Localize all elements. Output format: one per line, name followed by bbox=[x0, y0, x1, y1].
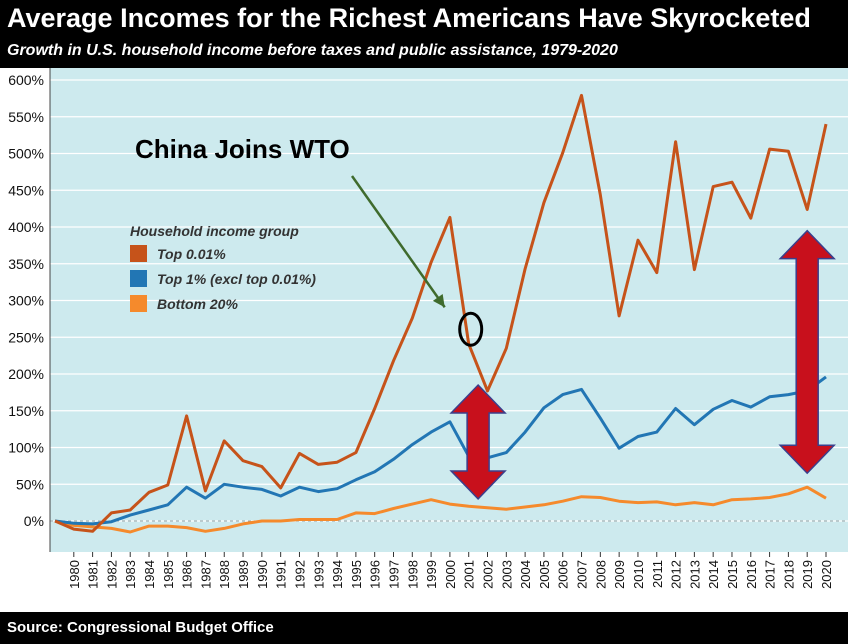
double-arrow-1 bbox=[778, 229, 836, 475]
y-tick-label: 200% bbox=[8, 366, 44, 382]
y-tick-label: 400% bbox=[8, 219, 44, 235]
x-tick-label: 1993 bbox=[311, 560, 326, 589]
x-tick-label: 2006 bbox=[556, 560, 571, 589]
x-tick-label: 2007 bbox=[575, 560, 590, 589]
x-tick-label: 2002 bbox=[481, 560, 496, 589]
chart-subtitle: Growth in U.S. household income before t… bbox=[7, 42, 618, 59]
y-tick-label: 600% bbox=[8, 72, 44, 88]
x-tick-label: 1997 bbox=[386, 560, 401, 589]
y-tick-label: 550% bbox=[8, 109, 44, 125]
series-line-1 bbox=[54, 375, 827, 526]
plot-background bbox=[50, 68, 848, 552]
legend-swatch-2 bbox=[130, 295, 147, 312]
legend-label-0: Top 0.01% bbox=[157, 246, 226, 262]
x-tick-label: 2020 bbox=[819, 560, 834, 589]
grid-lines bbox=[50, 79, 848, 522]
x-tick-label: 2018 bbox=[781, 560, 796, 589]
legend-swatch-0 bbox=[130, 245, 147, 262]
x-tick-label: 2001 bbox=[462, 560, 477, 589]
series-line-2 bbox=[54, 485, 827, 534]
x-tick-label: 2012 bbox=[669, 560, 684, 589]
x-tick-label: 1982 bbox=[104, 560, 119, 589]
x-tick-label: 1991 bbox=[274, 560, 289, 589]
x-tick-label: 1995 bbox=[349, 560, 364, 589]
annotation-circle bbox=[458, 311, 484, 347]
x-axis: 1980 1981 1982 1983 1984 1985 1986 1987 1988 1989… bbox=[49, 68, 834, 589]
annotation: China Joins WTO bbox=[135, 134, 484, 347]
x-tick-label: 2010 bbox=[631, 560, 646, 589]
legend: Household income group Top 0.01% Top 1% (e… bbox=[130, 223, 316, 312]
x-tick-label: 1981 bbox=[86, 560, 101, 589]
x-tick-label: 2019 bbox=[800, 560, 815, 589]
x-tick-label: 2017 bbox=[763, 560, 778, 589]
x-tick-label: 1984 bbox=[142, 560, 157, 589]
y-tick-label: 150% bbox=[8, 403, 44, 419]
y-tick-label: 250% bbox=[8, 329, 44, 345]
x-tick-label: 2003 bbox=[499, 560, 514, 589]
chart-footer: Source: Congressional Budget Office bbox=[0, 612, 848, 644]
x-tick-label: 2015 bbox=[725, 560, 740, 589]
x-tick-label: 2004 bbox=[518, 560, 533, 589]
y-tick-label: 0% bbox=[24, 513, 44, 529]
double-arrow-0 bbox=[449, 383, 507, 501]
legend-swatch-1 bbox=[130, 270, 147, 287]
series-lines bbox=[54, 93, 828, 534]
x-tick-label: 1996 bbox=[368, 560, 383, 589]
legend-title: Household income group bbox=[130, 223, 299, 239]
series-line-0 bbox=[54, 93, 828, 533]
annotation-arrow-head bbox=[432, 293, 445, 308]
y-axis: 0% 50% 100% 150% 200% 250% 300% 350% 400% 450% 500… bbox=[8, 72, 44, 529]
x-tick-label: 1988 bbox=[217, 560, 232, 589]
x-tick-label: 1994 bbox=[330, 560, 345, 589]
x-tick-label: 2014 bbox=[706, 560, 721, 589]
legend-label-2: Bottom 20% bbox=[157, 296, 238, 312]
x-tick-label: 2011 bbox=[650, 560, 665, 588]
x-tick-label: 1992 bbox=[292, 560, 307, 589]
y-tick-label: 50% bbox=[16, 476, 44, 492]
chart-title: Average Incomes for the Richest American… bbox=[7, 3, 811, 33]
legend-label-1: Top 1% (excl top 0.01%) bbox=[157, 271, 316, 287]
x-tick-label: 1999 bbox=[424, 560, 439, 589]
x-tick-label: 1989 bbox=[236, 560, 251, 589]
x-tick-label: 1987 bbox=[198, 560, 213, 589]
y-tick-label: 300% bbox=[8, 293, 44, 309]
x-tick-label: 1985 bbox=[161, 560, 176, 589]
x-tick-label: 1986 bbox=[180, 560, 195, 589]
x-tick-label: 2005 bbox=[537, 560, 552, 589]
x-tick-label: 1983 bbox=[123, 560, 138, 589]
y-tick-label: 450% bbox=[8, 182, 44, 198]
annotation-arrow-line bbox=[350, 175, 446, 308]
x-tick-label: 2013 bbox=[687, 560, 702, 589]
chart-header: Average Incomes for the Richest American… bbox=[0, 0, 848, 68]
source-note: Source: Congressional Budget Office bbox=[7, 619, 274, 636]
x-tick-label: 2016 bbox=[744, 560, 759, 589]
x-tick-label: 2000 bbox=[443, 560, 458, 589]
x-tick-label: 1980 bbox=[67, 560, 82, 589]
annotation-text: China Joins WTO bbox=[135, 134, 350, 164]
x-tick-label: 1990 bbox=[255, 560, 270, 589]
y-tick-label: 350% bbox=[8, 256, 44, 272]
x-tick-label: 2009 bbox=[612, 560, 627, 589]
y-tick-label: 100% bbox=[8, 440, 44, 456]
line-chart: 0% 50% 100% 150% 200% 250% 300% 350% 400% 450% 500… bbox=[8, 68, 848, 589]
y-tick-label: 500% bbox=[8, 146, 44, 162]
x-tick-label: 2008 bbox=[593, 560, 608, 589]
gap-arrows bbox=[449, 229, 836, 501]
x-tick-label: 1998 bbox=[405, 560, 420, 589]
